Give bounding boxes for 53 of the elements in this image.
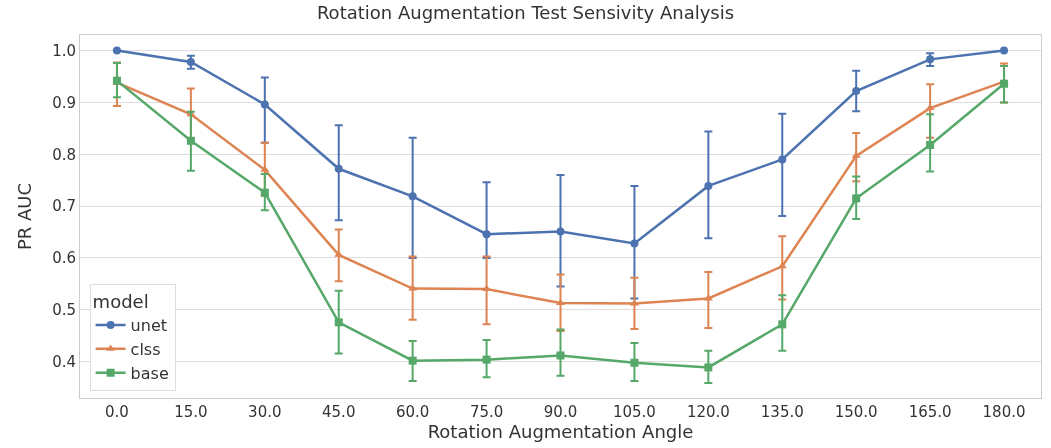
point xyxy=(556,351,565,360)
point xyxy=(408,192,417,201)
y-axis-title: PR AUC xyxy=(14,182,36,251)
point xyxy=(778,320,787,329)
point xyxy=(186,136,195,145)
x-tick-label: 75.0 xyxy=(469,403,504,421)
point xyxy=(851,151,861,158)
point xyxy=(926,140,935,149)
point xyxy=(408,356,417,365)
x-tick-label: 0.0 xyxy=(105,403,129,421)
y-tick-label: 1.0 xyxy=(52,41,76,60)
x-tick-label: 105.0 xyxy=(612,403,656,421)
point xyxy=(778,155,787,164)
point xyxy=(260,165,270,172)
y-tick-label: 0.7 xyxy=(52,197,76,216)
x-tick-label: 45.0 xyxy=(322,403,356,421)
point xyxy=(704,363,713,372)
x-tick-label: 30.0 xyxy=(248,403,282,421)
x-tick-label: 60.0 xyxy=(395,403,430,421)
x-tick-label: 120.0 xyxy=(686,403,730,421)
point xyxy=(1000,79,1009,88)
point xyxy=(334,250,344,257)
x-tick-label: 165.0 xyxy=(908,403,952,421)
legend-label: unet xyxy=(130,316,168,336)
x-tick-label: 150.0 xyxy=(834,403,878,421)
chart-title: Rotation Augmentation Test Sensivity Analysis xyxy=(316,2,735,24)
legend-label: clss xyxy=(130,340,161,360)
x-axis-title: Rotation Augmentation Angle xyxy=(427,421,694,442)
point xyxy=(630,358,639,367)
y-tick-label: 0.5 xyxy=(52,301,76,320)
x-tick-label: 15.0 xyxy=(174,403,208,421)
legend-label: base xyxy=(130,363,169,383)
point xyxy=(852,87,861,96)
point xyxy=(482,355,491,364)
y-tick-label: 0.4 xyxy=(52,352,76,371)
x-tick-label: 135.0 xyxy=(760,403,804,421)
point xyxy=(260,100,269,109)
point xyxy=(482,230,491,239)
y-tick-label: 0.6 xyxy=(52,249,76,268)
y-tick-label: 0.8 xyxy=(52,145,76,164)
point xyxy=(925,104,935,111)
point xyxy=(704,181,713,190)
x-tick-label: 90.0 xyxy=(543,403,578,421)
point xyxy=(260,188,269,197)
point xyxy=(556,227,565,236)
legend-title: model xyxy=(92,291,149,313)
x-tick-label: 180.0 xyxy=(982,403,1026,421)
point xyxy=(630,239,639,248)
point xyxy=(334,318,343,327)
point xyxy=(334,164,343,173)
point xyxy=(852,194,861,203)
y-tick-label: 0.9 xyxy=(52,93,76,112)
point xyxy=(408,284,418,291)
